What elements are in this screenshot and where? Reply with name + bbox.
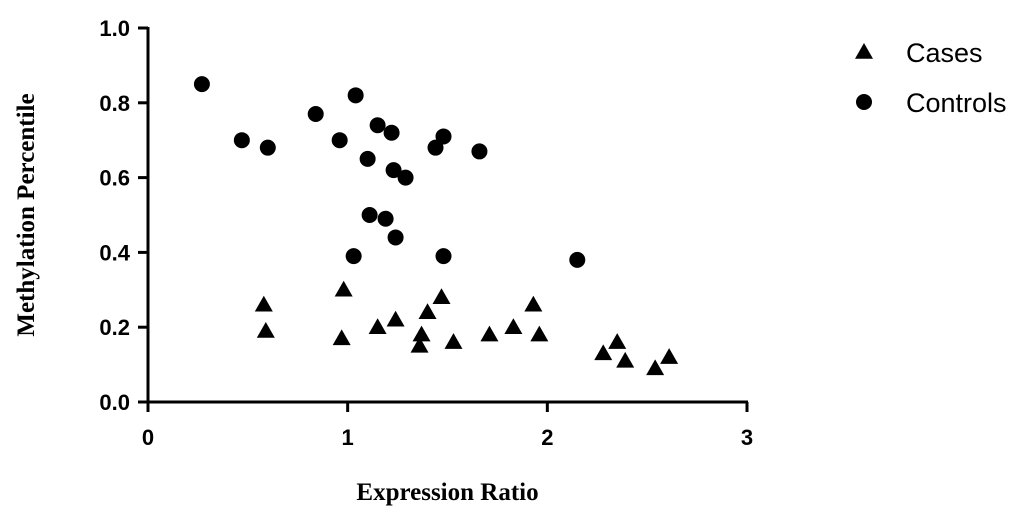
data-point-controls	[233, 132, 250, 149]
data-point-controls	[383, 124, 400, 141]
data-point-controls	[397, 169, 414, 186]
axes: 0.0 0.2 0.4 0.6 0.8 1.0 0 1 2 3	[99, 16, 753, 450]
data-point-controls	[345, 248, 362, 265]
series-controls	[193, 76, 586, 268]
data-point-controls	[193, 76, 210, 93]
data-point-controls	[307, 106, 324, 123]
y-tick-label: 0.6	[99, 166, 130, 191]
data-point-cases	[660, 348, 679, 364]
legend-label-cases: Cases	[906, 38, 983, 68]
data-point-cases	[530, 325, 549, 342]
legend-marker-cases	[855, 43, 873, 59]
y-tick-label: 0.4	[99, 240, 130, 265]
data-point-controls	[331, 132, 348, 149]
data-point-cases	[616, 351, 635, 368]
data-point-controls	[471, 143, 488, 160]
data-point-controls	[435, 248, 452, 265]
x-tick-label: 1	[342, 425, 354, 450]
data-point-cases	[432, 288, 451, 305]
data-point-cases	[412, 325, 431, 342]
y-tick-label: 0.0	[99, 390, 130, 415]
x-axis-title: Expression Ratio	[356, 479, 538, 506]
x-tick-label: 3	[741, 425, 753, 450]
data-point-cases	[594, 344, 613, 361]
data-point-controls	[347, 87, 364, 104]
y-tick-label: 0.8	[99, 91, 130, 116]
data-point-cases	[444, 333, 463, 349]
y-tick-label: 1.0	[99, 16, 130, 41]
legend: Cases Controls	[855, 38, 1007, 118]
legend-marker-controls	[856, 94, 872, 110]
data-point-controls	[259, 139, 276, 156]
data-point-cases	[254, 295, 273, 312]
y-axis-title: Methylation Percentile	[13, 93, 40, 336]
x-tick-label: 2	[541, 425, 553, 450]
data-point-cases	[410, 336, 429, 353]
data-point-cases	[646, 359, 665, 376]
data-point-cases	[608, 333, 627, 349]
data-point-controls	[569, 251, 586, 268]
data-point-controls	[427, 139, 444, 156]
data-point-cases	[332, 329, 351, 346]
data-point-cases	[418, 303, 437, 319]
data-point-controls	[385, 162, 402, 179]
data-point-controls	[359, 150, 376, 167]
data-point-controls	[361, 207, 378, 223]
data-point-cases	[504, 318, 523, 334]
data-point-controls	[377, 210, 394, 227]
data-points	[193, 76, 679, 376]
series-cases	[254, 280, 679, 376]
data-point-cases	[368, 318, 387, 334]
data-point-controls	[435, 128, 452, 145]
data-point-cases	[524, 295, 543, 312]
data-point-cases	[256, 321, 275, 338]
data-point-cases	[386, 310, 405, 327]
data-point-cases	[334, 280, 353, 297]
data-point-cases	[480, 325, 499, 342]
x-tick-label: 0	[142, 425, 154, 450]
data-point-controls	[369, 117, 386, 134]
y-tick-label: 0.2	[99, 315, 130, 340]
legend-label-controls: Controls	[906, 88, 1007, 118]
data-point-controls	[387, 229, 404, 246]
